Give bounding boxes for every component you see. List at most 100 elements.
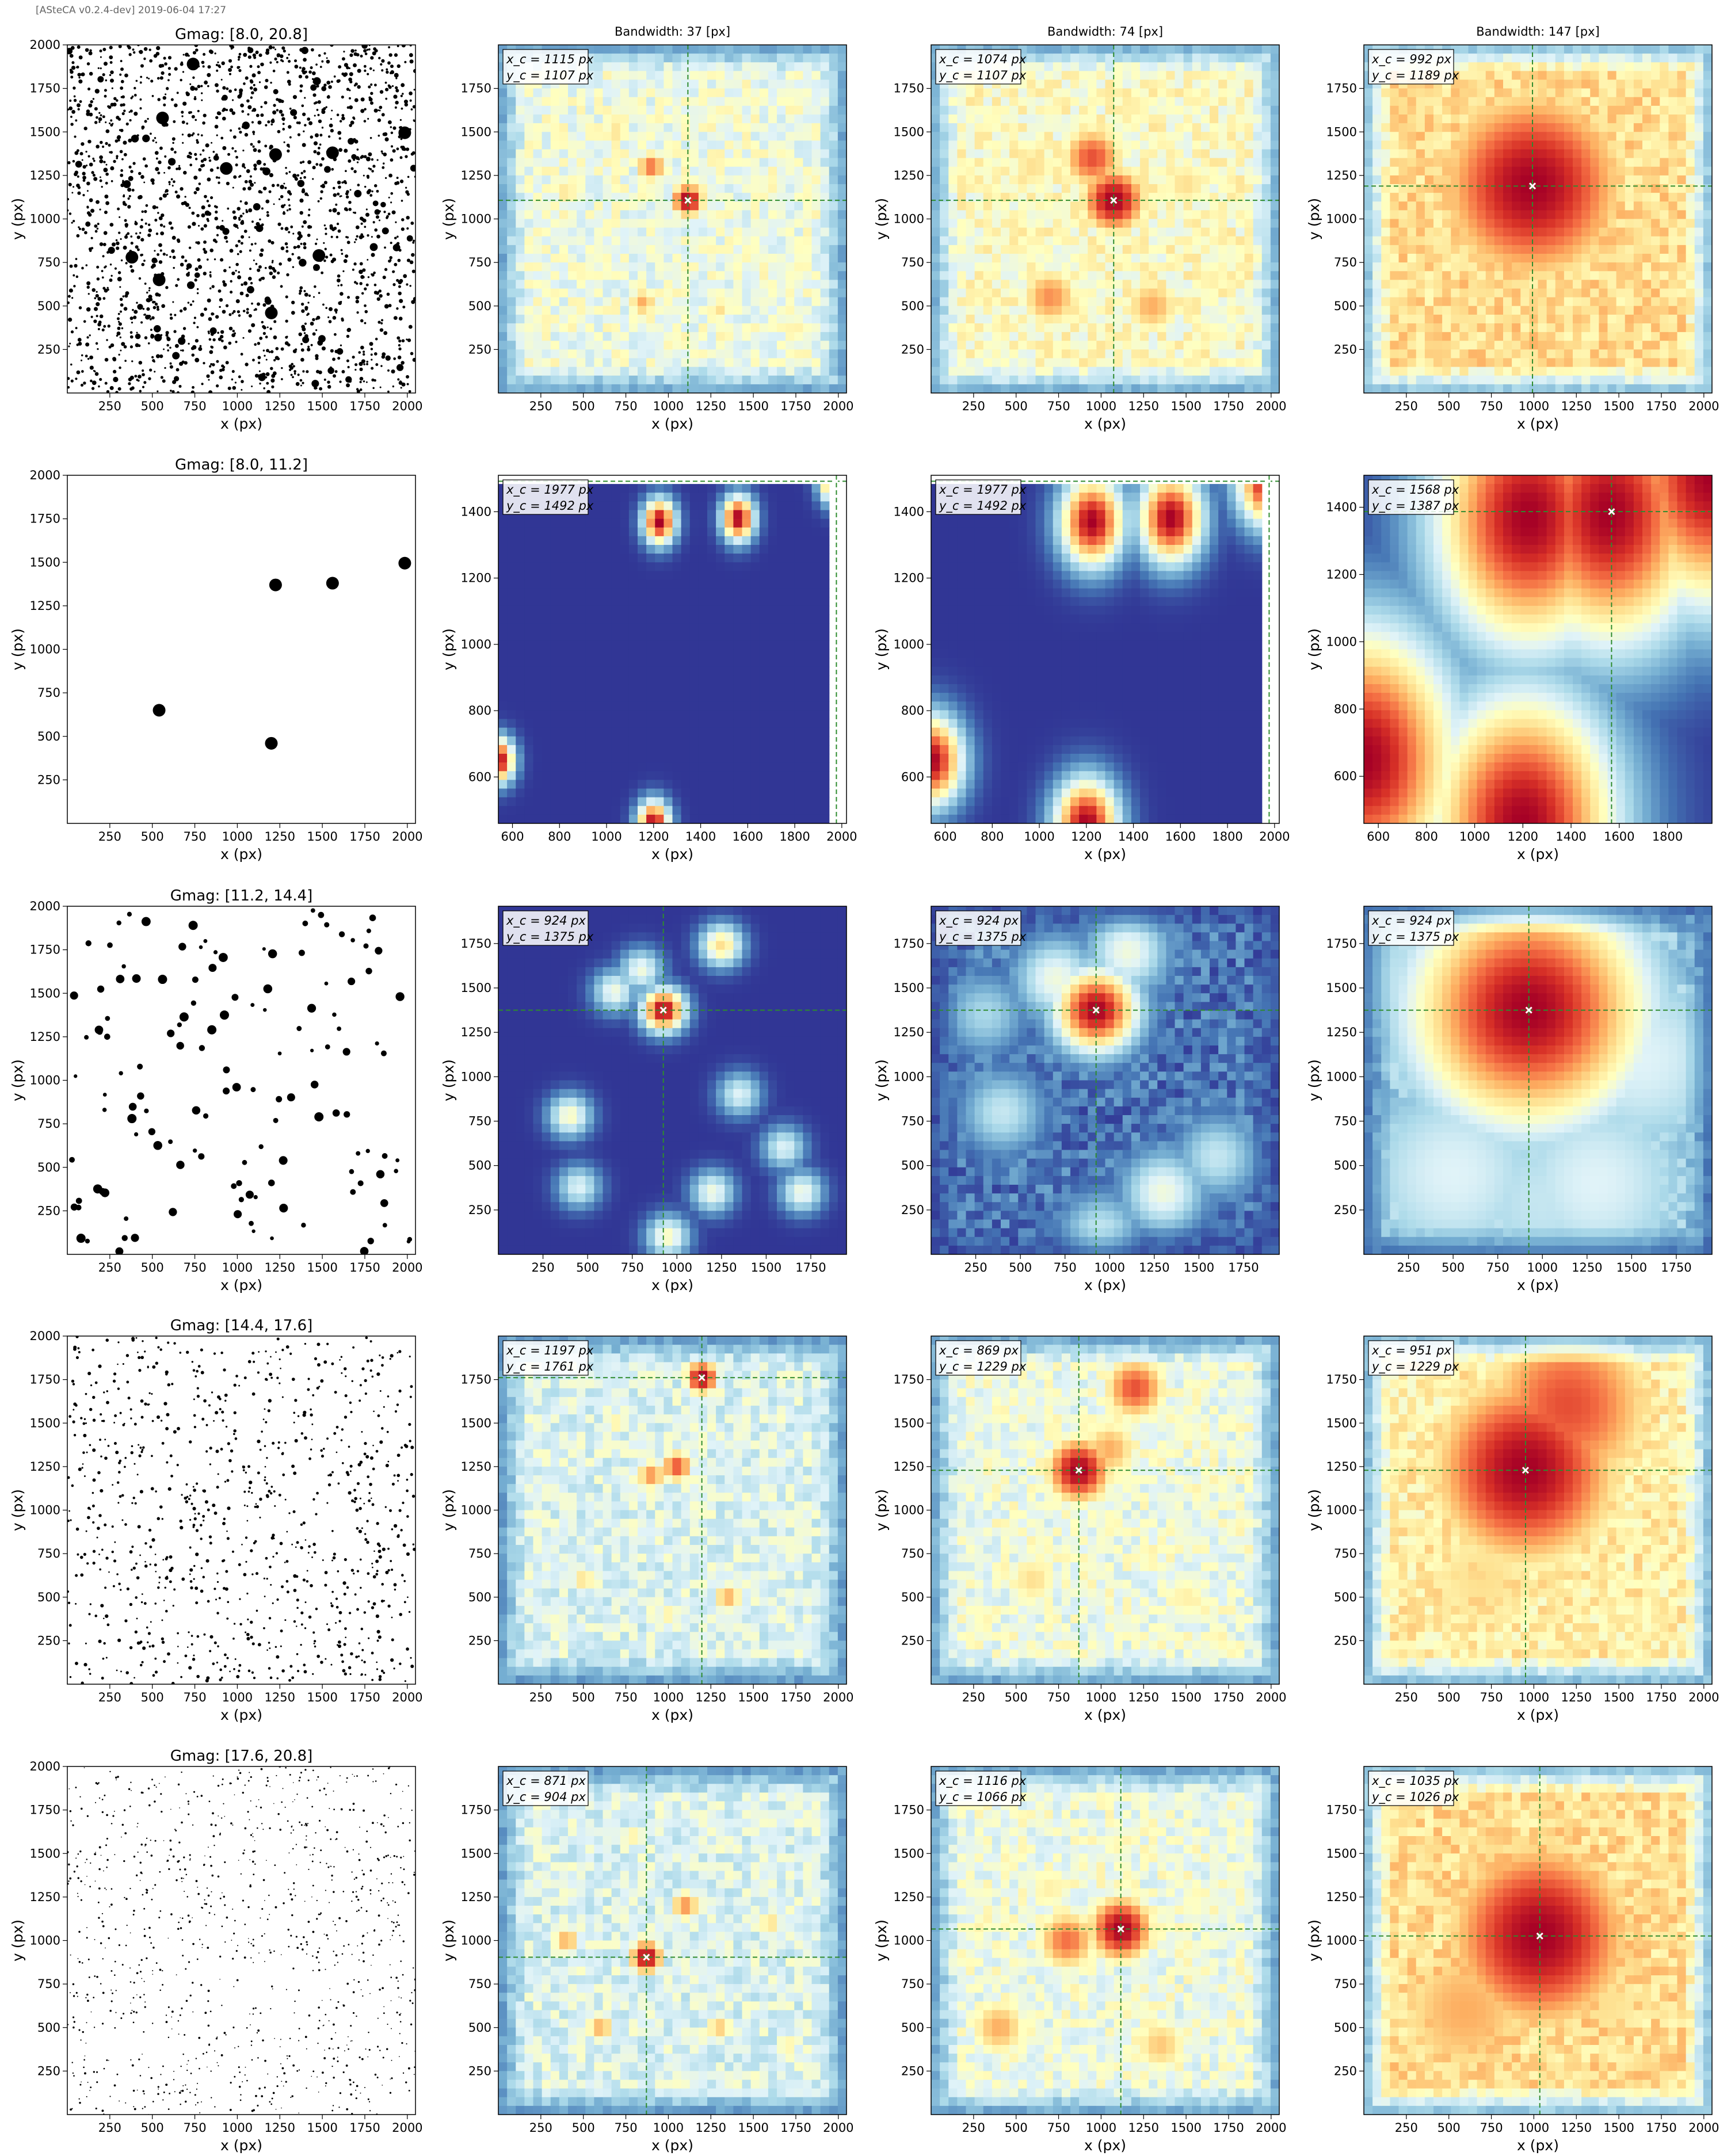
star-point: [384, 304, 389, 309]
density-cell: [1140, 280, 1149, 289]
density-cell: [983, 367, 993, 376]
star-point: [251, 385, 253, 387]
density-cell: [811, 306, 821, 315]
star-point: [110, 274, 113, 277]
density-cell: [707, 88, 716, 98]
density-cell: [786, 166, 795, 176]
density-cell: [750, 184, 760, 193]
star-point: [367, 234, 369, 237]
density-cell: [716, 236, 725, 246]
star-point: [401, 227, 405, 231]
density-cell: [707, 123, 716, 132]
star-point: [339, 380, 342, 383]
star-point: [231, 271, 235, 276]
density-cell: [1192, 166, 1202, 176]
density-cell: [611, 245, 621, 254]
star-point: [304, 192, 308, 196]
density-cell: [1001, 175, 1010, 185]
star-point: [117, 326, 121, 330]
star-point: [116, 155, 119, 158]
density-cell: [948, 210, 958, 220]
density-cell: [1079, 132, 1088, 141]
density-cell: [559, 140, 569, 150]
density-cell: [516, 306, 525, 315]
density-cell: [725, 384, 734, 393]
density-cell: [725, 280, 734, 289]
density-cell: [733, 45, 743, 54]
star-point: [332, 316, 337, 320]
density-cell: [1053, 323, 1062, 333]
density-cell: [1018, 367, 1027, 376]
star-point: [250, 96, 253, 99]
density-cell: [1175, 149, 1184, 159]
star-point: [244, 180, 248, 184]
density-cell: [1018, 149, 1027, 159]
density-cell: [777, 123, 786, 132]
density-cell: [750, 236, 760, 246]
density-cell: [611, 314, 621, 324]
density-cell: [638, 375, 647, 385]
density-cell: [611, 332, 621, 341]
density-cell: [1140, 245, 1149, 254]
star-point: [187, 155, 189, 158]
star-point: [134, 220, 137, 223]
star-point: [250, 243, 254, 246]
star-point: [385, 97, 388, 100]
density-cell: [1157, 62, 1166, 71]
density-cell: [733, 314, 743, 324]
density-cell: [759, 288, 769, 298]
star-point: [367, 72, 369, 75]
star-point: [300, 242, 303, 245]
density-cell: [542, 375, 551, 385]
density-cell: [681, 62, 691, 71]
star-point: [317, 113, 320, 116]
density-cell: [1079, 227, 1088, 237]
star-point: [288, 204, 291, 207]
star-point: [412, 105, 415, 109]
star-point: [129, 119, 132, 122]
density-cell: [681, 115, 691, 124]
density-cell: [568, 306, 577, 315]
density-cell: [803, 149, 813, 159]
density-cell: [1105, 62, 1115, 71]
density-cell: [707, 175, 716, 185]
star-point: [399, 119, 402, 121]
density-cell: [507, 201, 516, 211]
density-cell: [550, 201, 560, 211]
density-cell: [742, 367, 752, 376]
star-point: [120, 79, 124, 83]
density-cell: [750, 210, 760, 220]
density-cell: [603, 306, 612, 315]
density-cell: [1166, 140, 1176, 150]
density-cell: [1210, 71, 1219, 81]
star-point: [269, 271, 273, 276]
star-point: [232, 216, 237, 220]
density-cell: [672, 184, 682, 193]
density-cell: [1061, 158, 1071, 167]
star-point: [200, 85, 203, 87]
star-point: [90, 379, 93, 383]
star-point: [141, 127, 144, 130]
density-cell: [716, 219, 725, 228]
star-point: [253, 163, 257, 167]
density-cell: [689, 271, 699, 280]
density-cell: [1114, 332, 1123, 341]
star-point: [150, 333, 154, 337]
density-cell: [524, 210, 534, 220]
star-point: [214, 83, 219, 87]
star-point: [87, 155, 90, 158]
density-cell: [777, 175, 786, 185]
density-cell: [1053, 158, 1062, 167]
density-cell: [1053, 193, 1062, 202]
density-cell: [672, 332, 682, 341]
density-cell: [811, 314, 821, 324]
density-cell: [829, 367, 838, 376]
star-point: [163, 348, 165, 350]
density-cell: [585, 314, 594, 324]
density-cell: [820, 280, 830, 289]
star-point: [382, 166, 385, 169]
density-cell: [820, 175, 830, 185]
star-point: [319, 163, 323, 167]
density-cell: [803, 115, 813, 124]
star-point: [257, 71, 261, 75]
